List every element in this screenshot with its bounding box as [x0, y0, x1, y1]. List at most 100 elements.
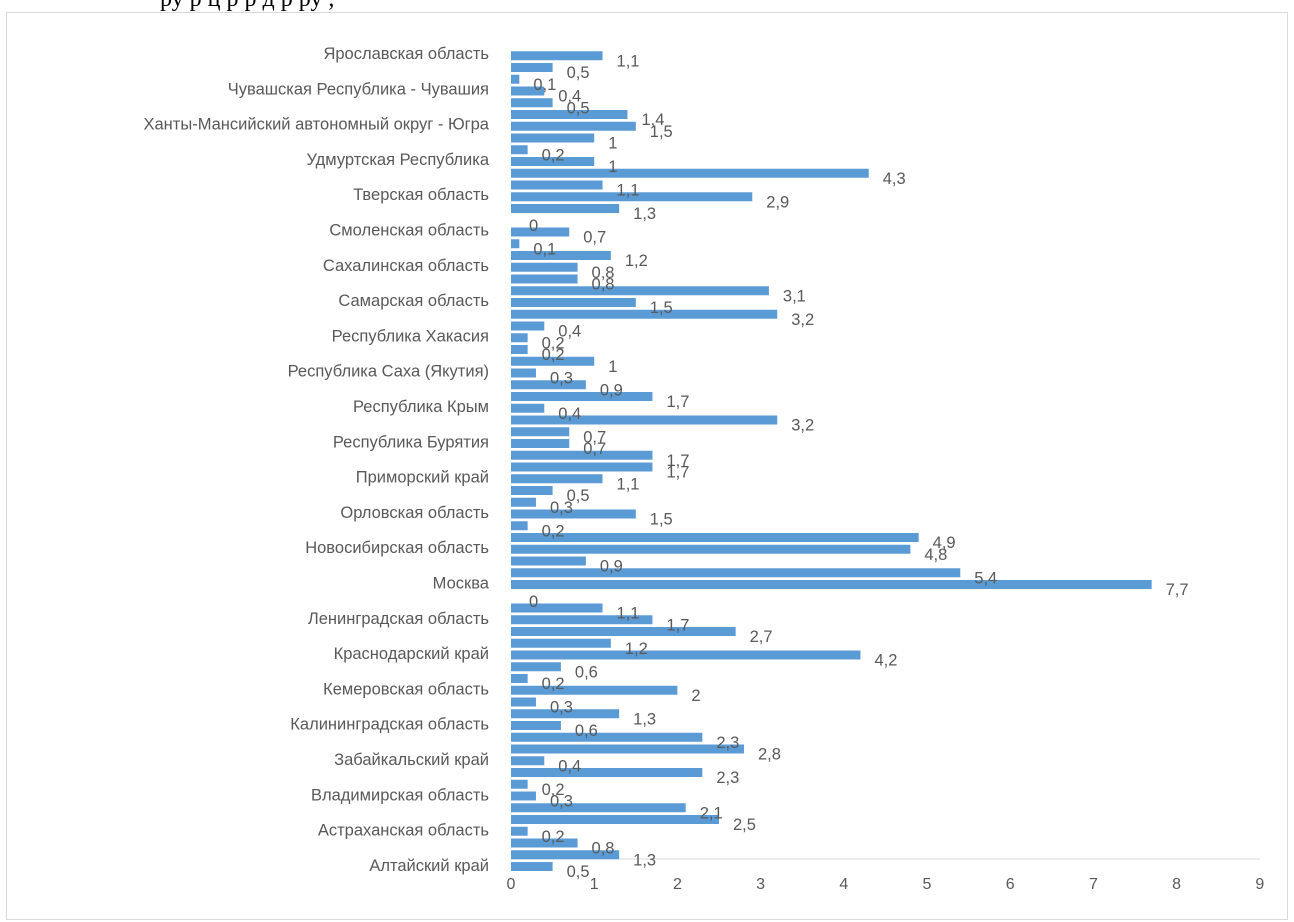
data-label: 2,3 [716, 734, 739, 752]
data-label: 0,8 [592, 276, 615, 294]
bar [511, 826, 528, 836]
data-label: 1,5 [650, 511, 673, 529]
category-label: Калининградская область [290, 716, 489, 734]
bar [511, 462, 653, 472]
data-label: 3,2 [791, 417, 814, 435]
data-label: 0,2 [542, 781, 565, 799]
bar [511, 204, 620, 213]
bar [511, 380, 586, 390]
data-label: 1,3 [633, 710, 656, 728]
category-label: Владимирская область [311, 786, 489, 804]
data-label: 4,2 [874, 652, 897, 670]
chart-area: 0 1 2 3 4 5 6 7 8 9 Алтайский край Астраханская обл… [6, 12, 1288, 920]
bar [511, 674, 528, 683]
bar [511, 298, 636, 307]
bar [511, 556, 586, 566]
bar [511, 239, 520, 249]
category-label: Удмуртская Республика [306, 151, 489, 169]
data-label: 5,4 [974, 569, 997, 587]
bar [511, 544, 911, 554]
data-label: 0,9 [600, 558, 623, 576]
data-label: 0,3 [550, 699, 573, 717]
data-label: 1,1 [617, 182, 640, 200]
bar [511, 603, 603, 613]
data-label: 0,2 [542, 346, 565, 364]
bar [511, 768, 703, 777]
x-tick-label: 9 [1255, 876, 1264, 893]
bar [511, 838, 578, 848]
data-label: 2 [691, 687, 700, 705]
category-label: Ленинградская область [308, 610, 489, 628]
bar [511, 321, 545, 331]
category-label: Чувашская Республика - Чувашия [228, 80, 489, 98]
data-label: 3,2 [791, 311, 814, 329]
caption-text: ру р ц р р д р ру , [160, 0, 334, 12]
x-tick-label: 3 [756, 876, 765, 893]
bar [511, 850, 620, 860]
data-label: 2,3 [716, 769, 739, 787]
bar [511, 638, 611, 648]
data-label: 0 [529, 217, 538, 235]
bar [511, 474, 603, 484]
data-label: 4,3 [883, 170, 906, 188]
bar [511, 568, 961, 578]
document-caption-fragment: ру р ц р р д р ру , [0, 0, 1294, 12]
bar [511, 368, 536, 378]
bar [511, 157, 595, 166]
data-label: 1,7 [666, 452, 689, 470]
bar [511, 662, 561, 672]
data-label: 1,2 [625, 640, 648, 658]
data-label: 2,1 [700, 804, 723, 822]
bar [511, 732, 703, 742]
bar [511, 227, 570, 237]
bar [511, 709, 620, 719]
bar [511, 251, 611, 260]
data-label: 0,5 [567, 863, 590, 881]
bar [511, 86, 545, 96]
category-label: Кемеровская область [323, 680, 489, 698]
data-label: 1,2 [625, 252, 648, 270]
bar [511, 98, 553, 108]
category-label: Республика Хакасия [332, 327, 489, 345]
bar [511, 521, 528, 531]
bar [511, 862, 553, 871]
data-label: 0,4 [558, 323, 581, 341]
data-label: 0,7 [583, 229, 606, 247]
bar [511, 615, 653, 625]
category-label: Астраханская область [318, 822, 489, 840]
bar [511, 439, 570, 448]
data-label: 7,7 [1166, 581, 1189, 599]
category-label: Ханты-Мансийский автономный округ - Югра [144, 116, 490, 134]
bar [511, 74, 520, 84]
category-label: Приморский край [356, 469, 489, 487]
data-label: 4,9 [933, 534, 956, 552]
bar [511, 345, 528, 354]
data-label: 1,3 [633, 205, 656, 223]
bar [511, 286, 769, 296]
x-tick-label: 2 [673, 876, 682, 893]
bar [511, 756, 545, 766]
bar [511, 121, 636, 131]
data-label: 0,5 [567, 487, 590, 505]
data-label: 0,2 [542, 522, 565, 540]
data-label: 1 [608, 358, 617, 376]
category-label: Москва [433, 575, 490, 593]
x-tick-label: 1 [590, 876, 599, 893]
x-tick-label: 6 [1006, 876, 1015, 893]
bar [511, 415, 778, 425]
bar [511, 133, 595, 143]
data-label: 0,5 [567, 99, 590, 117]
data-label: 1,1 [617, 605, 640, 623]
bar [511, 509, 636, 519]
bar [511, 309, 778, 319]
data-label: 1,1 [617, 475, 640, 493]
category-label: Республика Бурятия [333, 433, 489, 451]
category-label: Самарская область [338, 292, 489, 310]
bar [511, 356, 595, 366]
bar [511, 815, 719, 824]
data-label: 0,6 [575, 663, 598, 681]
data-label: 4,8 [924, 546, 947, 564]
data-label: 0,7 [583, 440, 606, 458]
data-label: 0,5 [567, 64, 590, 82]
data-label: 0,1 [533, 76, 556, 94]
